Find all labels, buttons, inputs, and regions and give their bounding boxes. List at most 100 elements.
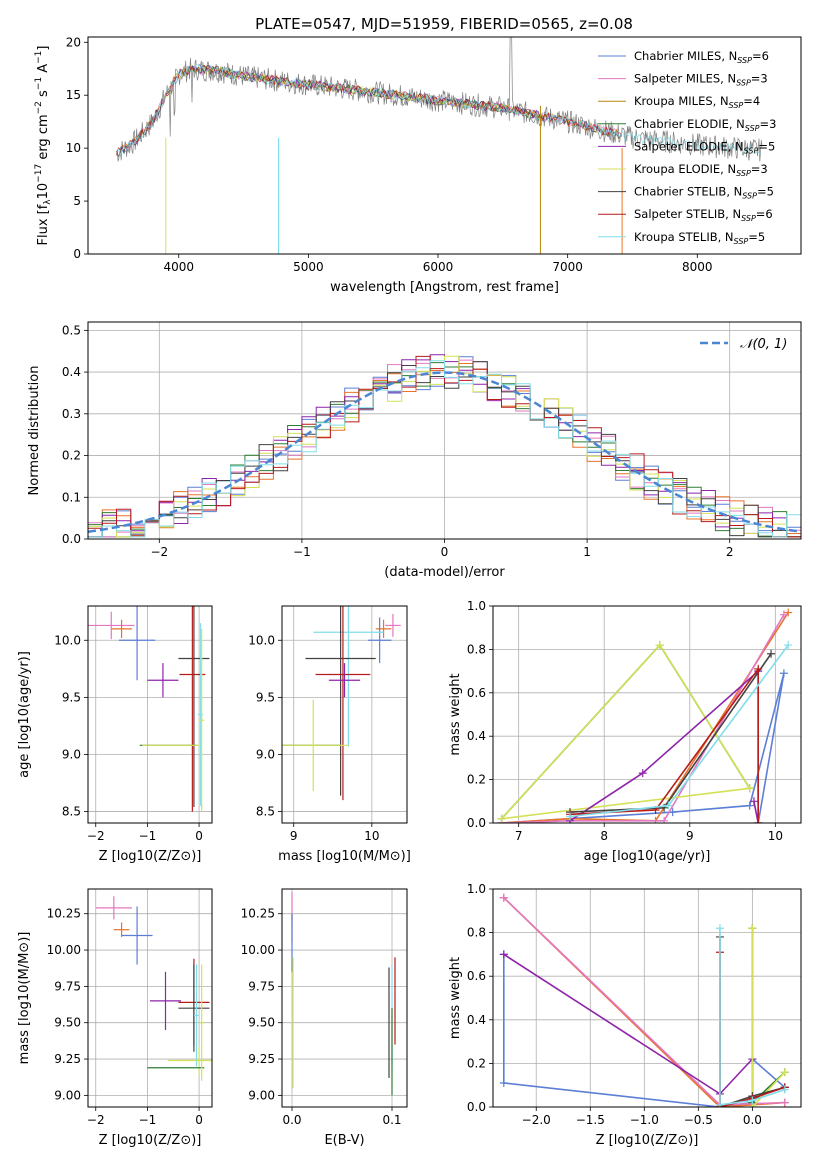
plot-area xyxy=(95,896,212,1081)
x-tick-label: 0.0 xyxy=(743,1113,762,1127)
x-tick-label: −1.0 xyxy=(630,1113,659,1127)
x-tick-label: 5000 xyxy=(293,260,324,274)
legend-entry: Salpeter ELODIE, NSSP=5 xyxy=(634,139,775,155)
x-tick-label: 8 xyxy=(600,829,608,843)
y-tick-label: 0.4 xyxy=(467,729,486,743)
axes-frame xyxy=(492,888,802,1108)
x-axis-label: E(B-V) xyxy=(324,1133,364,1148)
legend-entry: Salpeter MILES, NSSP=3 xyxy=(634,72,768,88)
weight-series-line xyxy=(569,669,759,823)
x-tick-label: −1 xyxy=(293,545,311,559)
y-axis-label: mass [log10(M/M⊙)] xyxy=(17,932,32,1065)
panel-mass_vs_Z: −2 −1 0 9.00 9.25 9.50 9.75 10.00 10.25 Z [log10(… xyxy=(17,888,213,1148)
y-axis-label: age [log10(age/yr)] xyxy=(17,651,32,778)
axes-frame xyxy=(87,605,213,824)
plot-area xyxy=(88,354,801,538)
weight-point xyxy=(754,664,763,673)
weight-point xyxy=(660,803,669,812)
residual-legend: 𝒩(0, 1) xyxy=(700,337,787,352)
weight-point xyxy=(715,1100,724,1107)
y-tick-label: 10 xyxy=(66,141,81,155)
y-tick-label: 8.5 xyxy=(256,805,275,819)
x-tick-label: −2 xyxy=(87,829,105,843)
x-axis-label: (data-model)/error xyxy=(384,565,505,580)
y-tick-label: 0.0 xyxy=(467,816,486,830)
x-tick-label: −1 xyxy=(139,1113,157,1127)
y-tick-label: 10.25 xyxy=(47,907,81,921)
spectrum-data-line xyxy=(116,37,763,162)
model-spectrum-line xyxy=(118,65,621,153)
x-tick-label: 0 xyxy=(441,545,449,559)
y-tick-label: 0.3 xyxy=(62,407,81,421)
x-tick-label: 0.0 xyxy=(282,1113,301,1127)
y-axis-label: Flux [fλ10−17 erg cm−2 s−1 A−1] xyxy=(34,46,53,246)
legend-entry: Kroupa MILES, NSSP=4 xyxy=(634,94,760,110)
x-axis-label: Z [log10(Z/Z⊙)] xyxy=(596,1133,699,1148)
model-spectrum-line xyxy=(116,64,761,157)
panel-weight_vs_age: 7 8 9 10 0.0 0.2 0.4 0.6 0.8 1.0 age [log10(age/yr… xyxy=(448,599,802,864)
weight-point xyxy=(745,801,754,810)
weight-series-line xyxy=(719,928,786,1106)
panel-mass_vs_EBV: 0.0 0.1 9.00 9.25 9.50 9.75 10.00 10.25 E(B-V) xyxy=(241,888,408,1148)
axes-frame xyxy=(281,888,408,1108)
x-axis-label: mass [log10(M/M⊙)] xyxy=(278,849,411,864)
x-tick-label: 6000 xyxy=(423,260,454,274)
weight-point xyxy=(660,816,669,823)
x-tick-label: −2 xyxy=(150,545,168,559)
weight-point xyxy=(780,1085,789,1094)
axes-frame xyxy=(87,36,802,255)
model-spectrum-line xyxy=(118,65,621,151)
y-tick-label: 10.0 xyxy=(54,633,81,647)
x-tick-label: 9 xyxy=(686,829,694,843)
x-tick-label: 2 xyxy=(726,545,734,559)
y-tick-label: 0.1 xyxy=(62,490,81,504)
plot-area xyxy=(291,891,396,1096)
y-tick-label: 20 xyxy=(66,35,81,49)
x-tick-label: −1 xyxy=(139,829,157,843)
y-tick-label: 0.8 xyxy=(467,642,486,656)
weight-series-line xyxy=(569,666,759,823)
x-axis-label: Z [log10(Z/Z⊙)] xyxy=(99,849,202,864)
legend-entry: 𝒩(0, 1) xyxy=(740,337,787,352)
plot-area xyxy=(499,893,789,1107)
y-tick-label: 9.50 xyxy=(54,1016,81,1030)
weight-point xyxy=(779,669,788,678)
weight-point xyxy=(664,801,673,810)
y-tick-label: 10.00 xyxy=(47,943,81,957)
gaussian-reference-line xyxy=(88,371,801,533)
panel-age_vs_mass: 9 10 8.5 9.0 9.5 10.0 mass [log10(M/M⊙)] xyxy=(248,605,411,864)
y-tick-label: 5 xyxy=(73,194,81,208)
x-tick-label: 0 xyxy=(195,1113,203,1127)
weight-point xyxy=(745,784,754,793)
plot-area xyxy=(497,608,793,823)
y-tick-label: 0.0 xyxy=(467,1100,486,1114)
x-tick-label: 1 xyxy=(583,545,591,559)
figure-title: PLATE=0547, MJD=51959, FIBERID=0565, z=0… xyxy=(255,15,633,33)
weight-point xyxy=(749,797,758,806)
axes-frame xyxy=(87,321,802,540)
x-axis-label: Z [log10(Z/Z⊙)] xyxy=(99,1133,202,1148)
weight-series-line xyxy=(503,953,753,1095)
plot-area xyxy=(88,606,210,812)
y-tick-label: 0.6 xyxy=(467,686,486,700)
weight-point xyxy=(784,641,793,650)
y-tick-label: 10.00 xyxy=(241,943,275,957)
legend-entry: Chabrier STELIB, NSSP=5 xyxy=(634,185,774,201)
weight-point xyxy=(780,1068,789,1077)
y-tick-label: 1.0 xyxy=(467,882,486,896)
panel-age_vs_Z: −2 −1 0 8.5 9.0 9.5 10.0 Z [log10(Z/Z⊙)] age [lo… xyxy=(17,605,213,864)
y-tick-label: 8.5 xyxy=(62,805,81,819)
panel-residuals: −2 −1 0 1 2 0.0 0.1 0.2 0.3 0.4 0.5 (data-model)/er… xyxy=(27,321,802,580)
y-tick-label: 9.50 xyxy=(248,1016,275,1030)
weight-point xyxy=(784,608,793,617)
weight-point xyxy=(497,814,506,823)
spectrum-legend: Chabrier MILES, NSSP=6 Salpeter MILES, NS… xyxy=(598,49,776,246)
y-tick-label: 1.0 xyxy=(467,599,486,613)
x-tick-label: −2 xyxy=(87,1113,105,1127)
y-tick-label: 0.2 xyxy=(467,1056,486,1070)
weight-point xyxy=(499,1079,508,1088)
weight-point xyxy=(499,950,508,959)
weight-point xyxy=(754,819,763,823)
x-axis-label: age [log10(age/yr)] xyxy=(584,849,711,864)
